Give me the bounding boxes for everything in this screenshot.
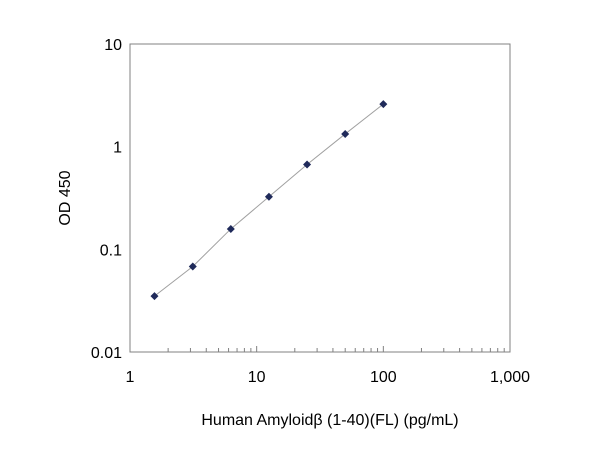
data-points <box>150 100 388 301</box>
x-tick-label: 100 <box>370 369 397 386</box>
data-point <box>150 292 159 301</box>
y-tick-labels: 0.01 0.1 1 10 <box>91 37 122 362</box>
data-point <box>226 224 235 233</box>
data-point <box>341 129 350 138</box>
minor-ticks <box>167 346 505 352</box>
x-tick-label: 1,000 <box>490 369 530 386</box>
plot-area-frame <box>129 43 511 353</box>
y-tick-label: 10 <box>104 37 122 54</box>
y-tick-label: 0.1 <box>100 242 122 259</box>
y-tick-label: 1 <box>113 140 122 157</box>
data-point <box>188 262 197 271</box>
data-point <box>379 100 388 109</box>
x-tick-labels: 1 10 100 1,000 <box>126 369 531 386</box>
data-point <box>303 160 312 169</box>
y-tick-label: 0.01 <box>91 345 122 362</box>
data-point <box>264 192 273 201</box>
y-axis-title: OD 450 <box>57 170 74 225</box>
x-axis-title: Human Amyloidβ (1-40)(FL) (pg/mL) <box>201 412 458 429</box>
x-tick-label: 1 <box>126 369 135 386</box>
x-tick-label: 10 <box>248 369 266 386</box>
